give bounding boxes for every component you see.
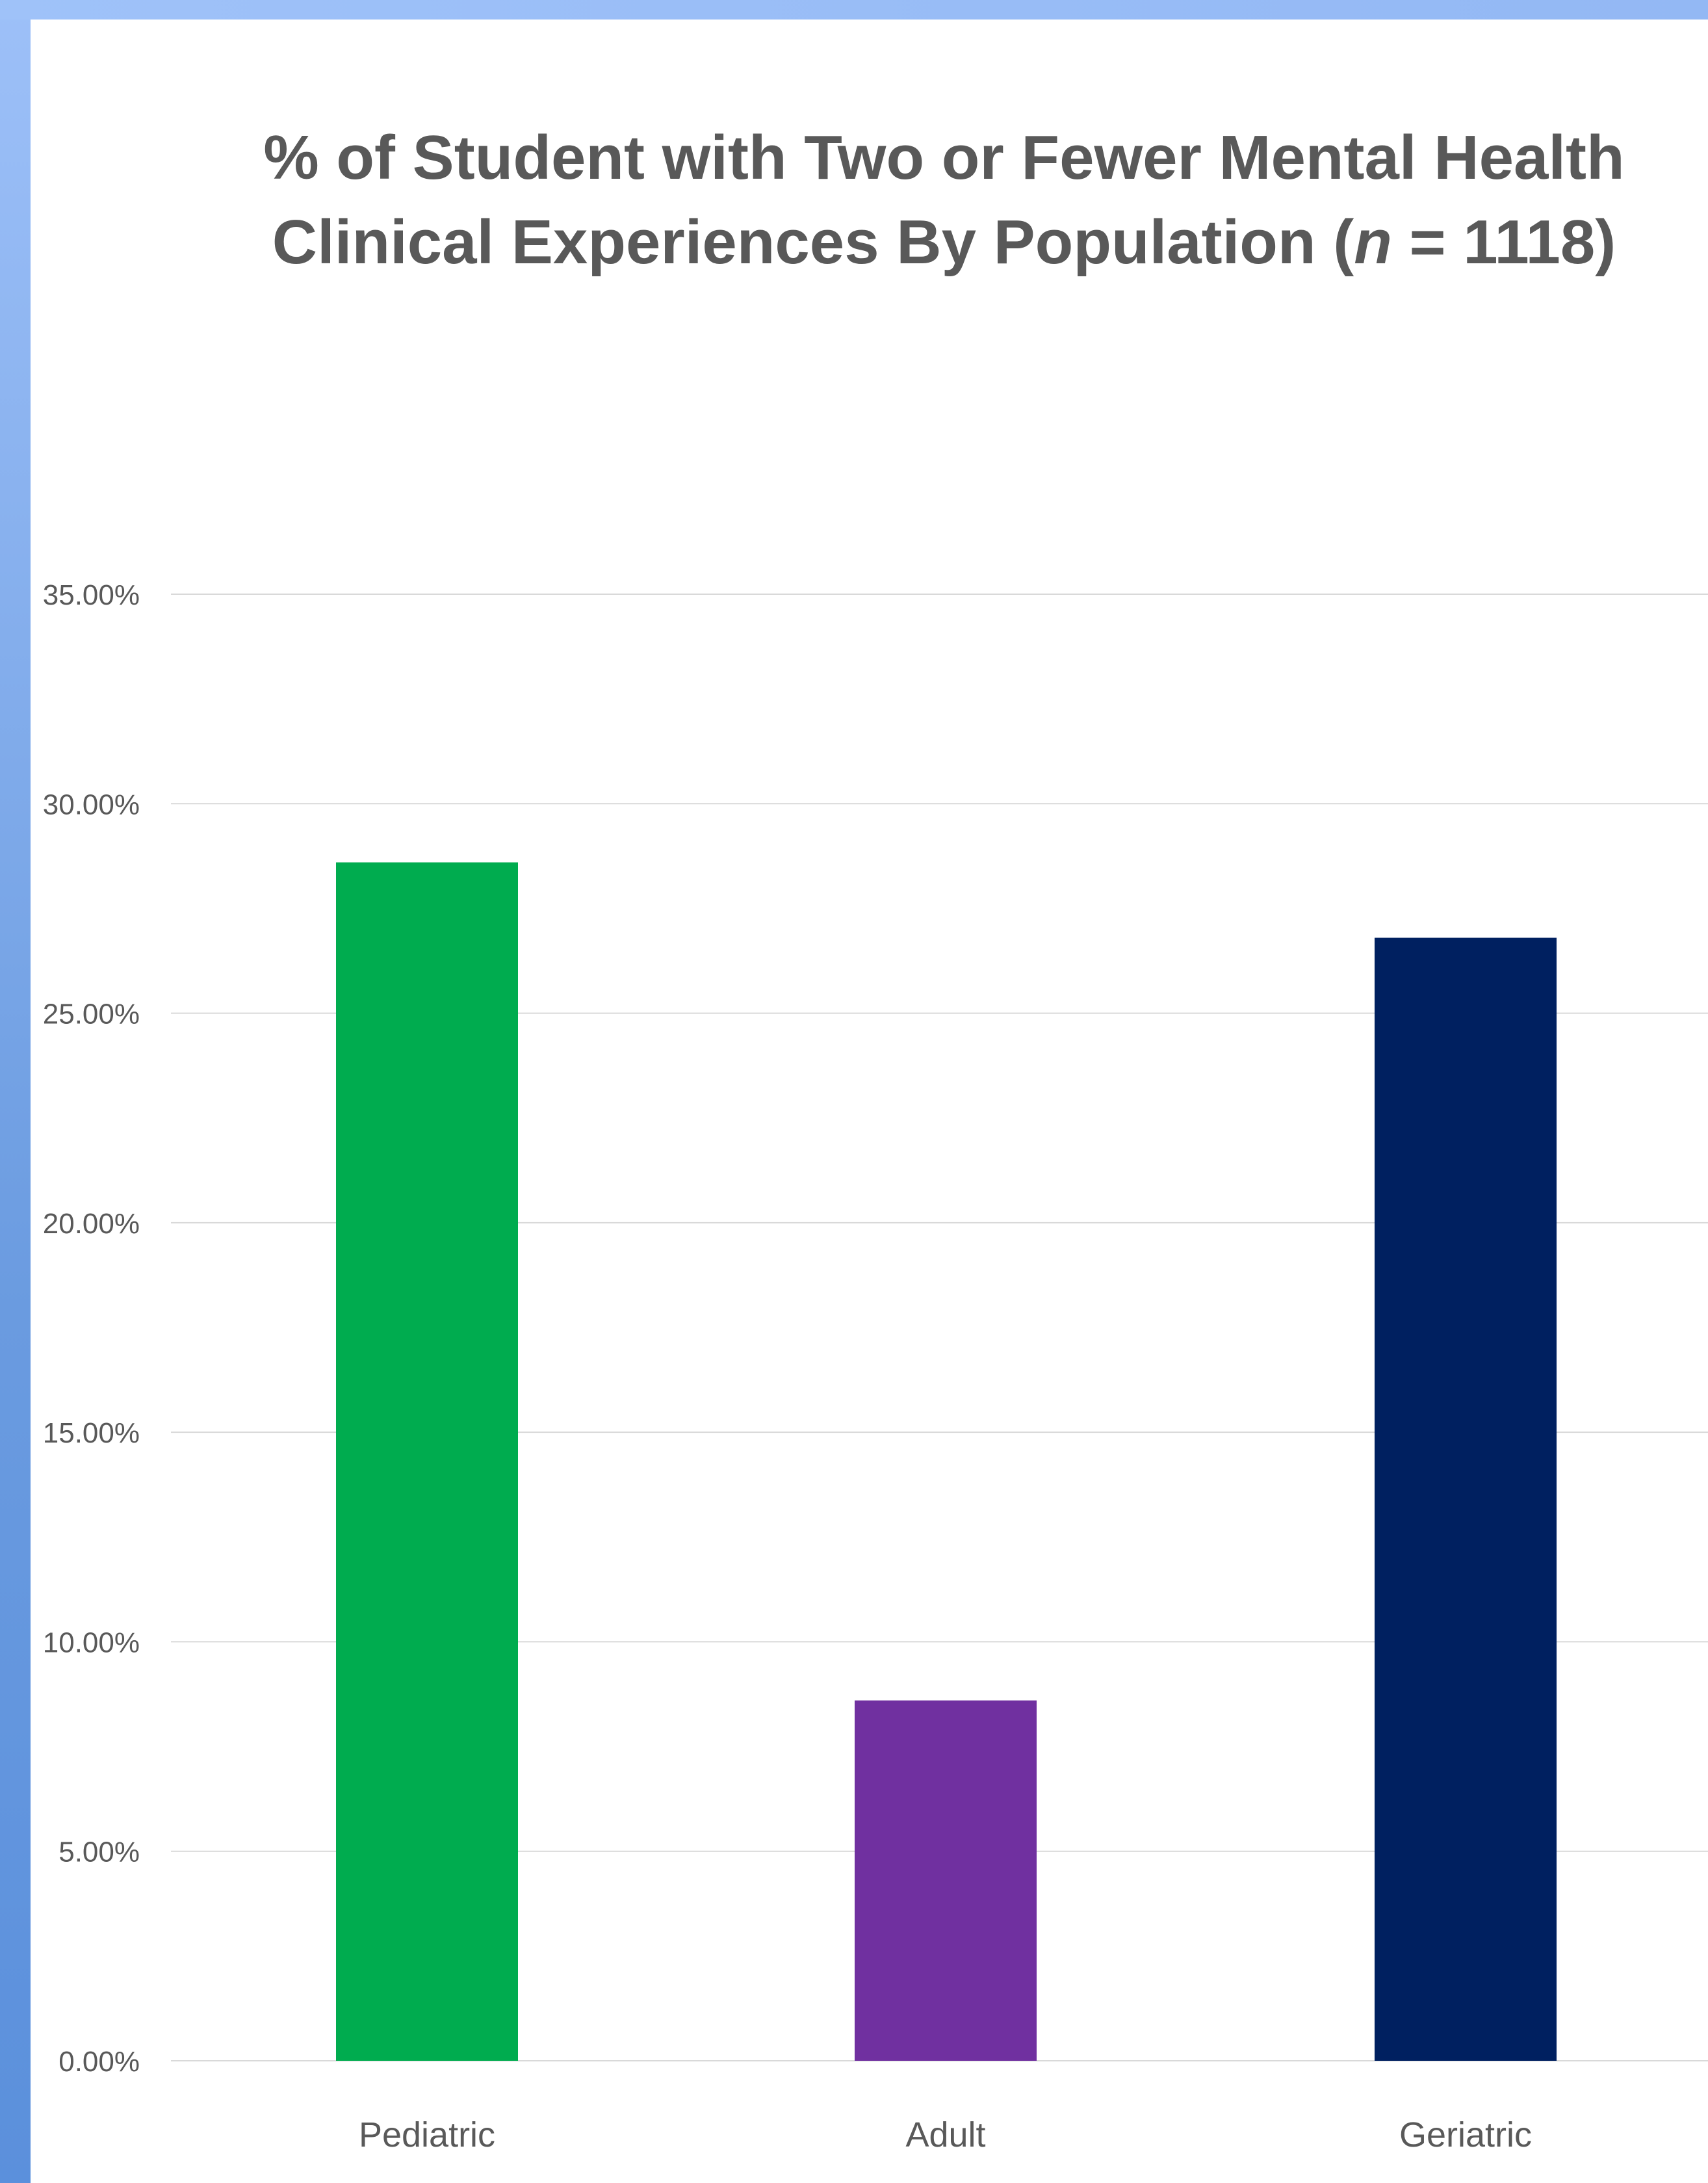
category-label-geriatric: Geriatric bbox=[1399, 2115, 1532, 2154]
top-border-strip bbox=[0, 0, 1708, 20]
y-tick-label: 25.00% bbox=[43, 999, 140, 1030]
chart-title-line-2-end: = 1118) bbox=[1391, 207, 1616, 277]
chart-panel: % of Student with Two or Fewer Mental He… bbox=[31, 20, 1708, 2183]
y-tick-label: 10.00% bbox=[43, 1627, 140, 1658]
x-axis-category-labels: Pediatric Adult Geriatric bbox=[359, 2115, 1532, 2154]
chart-title: % of Student with Two or Fewer Mental He… bbox=[31, 116, 1708, 285]
category-label-adult: Adult bbox=[905, 2115, 985, 2154]
bar-chart: 0.00% 5.00% 10.00% 15.00% 20.00% 25.00% 30.00%… bbox=[43, 579, 1708, 2154]
y-tick-label: 30.00% bbox=[43, 789, 140, 820]
bar-adult bbox=[855, 1700, 1037, 2061]
chart-title-line-2-start: Clinical Experiences By Population ( bbox=[272, 207, 1354, 277]
y-tick-label: 15.00% bbox=[43, 1417, 140, 1449]
chart-title-n-symbol: n bbox=[1354, 207, 1392, 277]
chart-title-line-1: % of Student with Two or Fewer Mental He… bbox=[263, 123, 1625, 192]
bar-pediatric bbox=[336, 862, 518, 2061]
y-tick-label: 5.00% bbox=[58, 1837, 140, 1868]
chart-title-line-2: Clinical Experiences By Population (n = … bbox=[31, 200, 1708, 285]
y-tick-label: 20.00% bbox=[43, 1208, 140, 1240]
y-tick-label: 35.00% bbox=[43, 579, 140, 611]
bars bbox=[336, 862, 1557, 2061]
bar-geriatric bbox=[1375, 937, 1557, 2061]
y-tick-label: 0.00% bbox=[58, 2046, 140, 2078]
y-axis-tick-labels: 0.00% 5.00% 10.00% 15.00% 20.00% 25.00% 30.00%… bbox=[43, 579, 140, 2078]
category-label-pediatric: Pediatric bbox=[359, 2115, 495, 2154]
